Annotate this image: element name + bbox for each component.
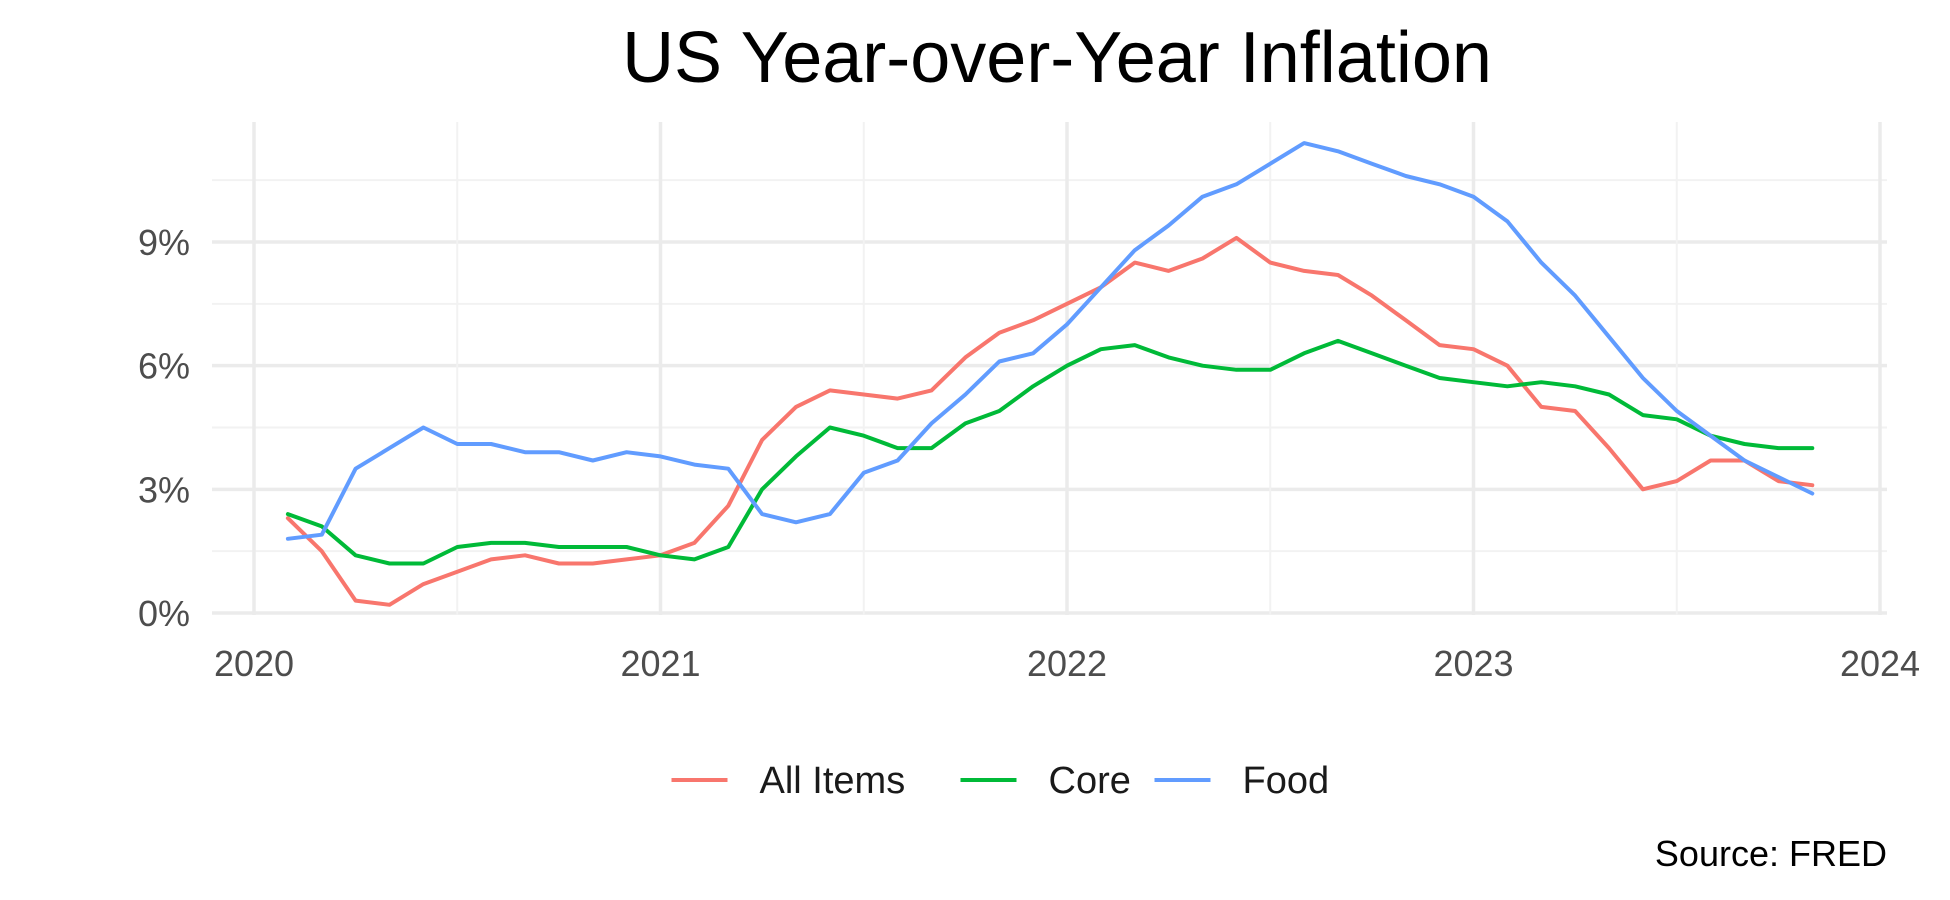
chart-title: US Year-over-Year Inflation	[622, 18, 1492, 98]
y-tick-label: 0%	[138, 593, 190, 634]
x-tick-label: 2021	[620, 643, 700, 684]
legend-item-all-items: All Items	[671, 760, 906, 802]
x-tick-label: 2022	[1027, 643, 1107, 684]
x-tick-label: 2023	[1433, 643, 1513, 684]
series-layer	[285, 141, 1815, 607]
legend-label: All Items	[760, 760, 906, 802]
legend-item-core: Core	[960, 760, 1131, 802]
series-line-food	[285, 141, 1815, 541]
caption-source: Source: FRED	[1655, 833, 1887, 874]
y-tick-label: 9%	[138, 222, 190, 263]
x-tick-label: 2020	[214, 643, 294, 684]
legend: All Items Core Food	[671, 760, 1330, 802]
legend-item-food: Food	[1154, 760, 1330, 802]
y-tick-label: 3%	[138, 469, 190, 510]
y-tick-label: 6%	[138, 346, 190, 387]
legend-label: Core	[1049, 760, 1131, 802]
x-tick-label: 2024	[1840, 643, 1920, 684]
series-line-all-items	[285, 235, 1815, 607]
legend-label: Food	[1243, 760, 1330, 802]
y-axis-ticks: 0% 3% 6% 9%	[138, 222, 190, 634]
x-axis-ticks: 2020 2021 2022 2023 2024	[214, 643, 1920, 684]
series-line-core	[285, 338, 1815, 566]
